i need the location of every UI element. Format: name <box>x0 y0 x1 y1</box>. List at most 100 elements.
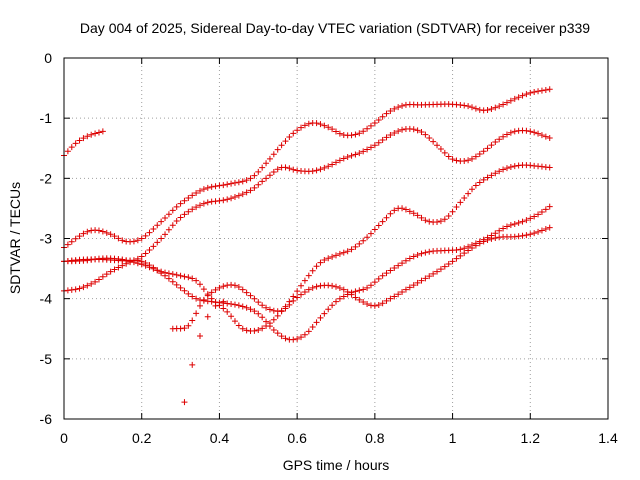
data-point <box>294 288 301 295</box>
data-point <box>270 326 277 333</box>
data-point <box>294 335 301 342</box>
data-point <box>321 164 328 171</box>
data-point <box>484 106 491 113</box>
data-point <box>243 289 250 296</box>
data-point <box>371 226 378 233</box>
data-point <box>185 274 192 281</box>
data-point <box>197 281 203 288</box>
data-point <box>189 206 196 213</box>
data-point <box>430 270 437 277</box>
data-point <box>200 200 207 207</box>
data-point <box>251 172 258 179</box>
data-point <box>379 272 386 279</box>
data-point <box>270 168 277 175</box>
data-point <box>224 181 231 188</box>
data-point <box>173 218 180 225</box>
data-point <box>197 187 203 194</box>
data-point <box>527 128 534 135</box>
data-point <box>235 192 242 199</box>
data-point <box>437 266 444 273</box>
data-point <box>165 275 172 282</box>
data-point <box>76 285 83 292</box>
data-point <box>301 277 308 284</box>
data-point <box>496 103 503 110</box>
data-point <box>95 227 102 234</box>
data-point <box>538 209 545 216</box>
data-point <box>531 213 538 220</box>
data-point <box>344 154 351 161</box>
data-point <box>488 172 495 179</box>
data-point <box>523 127 530 134</box>
data-point <box>515 219 522 226</box>
data-point <box>527 231 534 238</box>
data-point <box>301 331 308 338</box>
data-point <box>348 246 355 253</box>
data-point <box>255 326 262 333</box>
data-point <box>535 88 542 95</box>
data-point <box>500 133 507 140</box>
data-point <box>204 184 211 191</box>
data-point <box>472 105 479 112</box>
y-tick-label: -4 <box>40 291 53 307</box>
data-point <box>414 212 421 219</box>
data-point <box>142 232 149 239</box>
data-point <box>461 250 468 257</box>
data-point <box>181 325 188 332</box>
data-point <box>294 294 301 301</box>
data-point <box>395 128 402 135</box>
series-trace-5 <box>61 203 553 343</box>
data-point <box>204 313 211 320</box>
data-point <box>224 300 231 307</box>
data-point <box>274 330 281 337</box>
data-point <box>266 172 273 179</box>
data-point <box>251 327 258 334</box>
x-tick-label: 1.2 <box>521 430 541 446</box>
data-point <box>500 225 507 232</box>
data-point <box>278 333 285 340</box>
data-point <box>138 258 145 265</box>
y-axis-label: SDTVAR / TECUs <box>7 182 23 294</box>
data-point <box>208 183 215 190</box>
data-point <box>375 222 382 229</box>
data-point <box>531 230 538 237</box>
data-point <box>340 293 347 300</box>
data-point <box>465 103 472 110</box>
data-point <box>220 182 227 189</box>
data-point <box>379 113 386 120</box>
data-point <box>154 222 161 229</box>
data-point <box>527 215 534 222</box>
data-point <box>480 148 487 155</box>
data-point <box>329 282 336 289</box>
data-point <box>492 170 499 177</box>
data-point <box>193 277 200 284</box>
data-point <box>313 283 320 290</box>
data-point <box>546 203 553 210</box>
data-point <box>383 110 390 117</box>
data-point <box>313 263 320 270</box>
data-point <box>134 257 141 264</box>
data-point <box>387 295 394 302</box>
x-tick-label: 0 <box>60 430 68 446</box>
data-point <box>235 322 242 329</box>
data-point <box>469 245 475 252</box>
data-point <box>546 86 553 93</box>
data-point <box>231 318 238 325</box>
data-point <box>480 176 487 183</box>
data-point <box>383 270 390 277</box>
data-point <box>197 332 203 339</box>
data-point <box>220 197 227 204</box>
data-point <box>270 151 277 158</box>
series-trace-1 <box>61 128 106 159</box>
data-point <box>418 214 425 221</box>
data-point <box>154 239 161 246</box>
data-point <box>181 287 188 294</box>
data-point <box>181 197 188 204</box>
data-point <box>329 161 336 168</box>
data-point <box>399 288 406 295</box>
data-point <box>220 283 227 290</box>
data-point <box>469 186 475 193</box>
data-point <box>422 275 429 282</box>
data-point <box>352 243 359 250</box>
data-point <box>239 191 246 198</box>
data-point <box>333 283 339 290</box>
